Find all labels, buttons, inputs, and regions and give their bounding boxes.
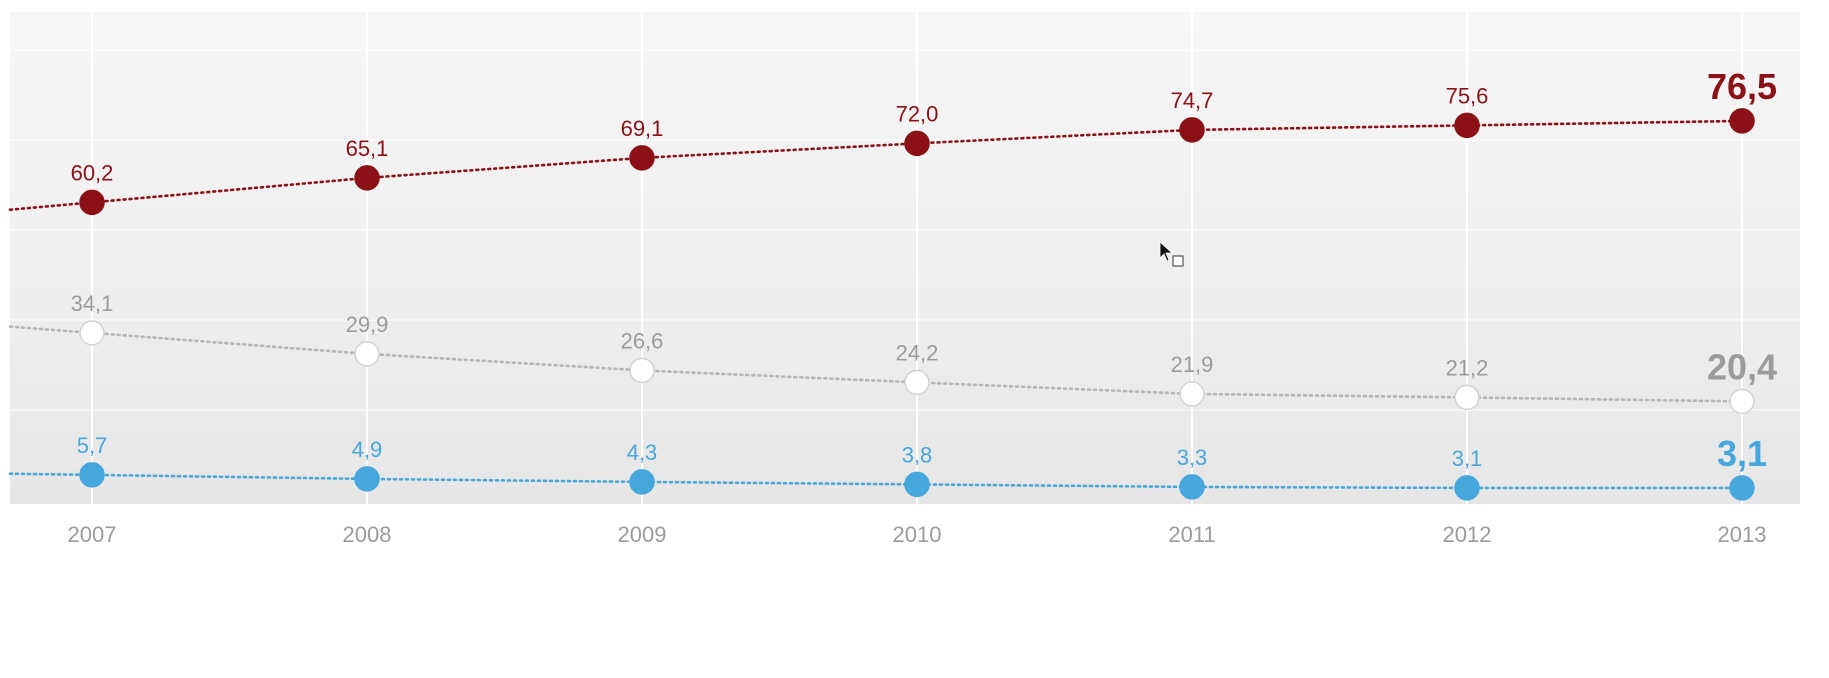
data-point-gray bbox=[1454, 384, 1480, 411]
series-lines bbox=[8, 119, 1744, 490]
data-label-gray: 26,6 bbox=[621, 328, 664, 353]
data-label-red: 69,1 bbox=[621, 116, 664, 141]
data-label-red: 72,0 bbox=[896, 101, 939, 126]
mouse-cursor-icon bbox=[1159, 241, 1184, 267]
data-label-blue: 4,9 bbox=[352, 437, 383, 462]
data-point-blue bbox=[1729, 475, 1755, 501]
plot-background bbox=[10, 12, 1800, 504]
x-tick-label: 2010 bbox=[893, 522, 942, 547]
data-label-gray: 21,9 bbox=[1171, 352, 1214, 377]
data-label-gray: 21,2 bbox=[1446, 355, 1489, 380]
data-label-red: 65,1 bbox=[346, 136, 389, 161]
data-point-red bbox=[1179, 117, 1205, 143]
x-tick-label: 2009 bbox=[618, 522, 667, 547]
x-tick-label: 2007 bbox=[68, 522, 117, 547]
data-point-blue bbox=[354, 466, 380, 492]
data-point-blue bbox=[904, 471, 930, 498]
series-line-blue bbox=[8, 472, 1744, 490]
grid bbox=[10, 12, 1800, 504]
data-labels: 60,2 65,1 69,1 72,0 74,7 75,6 76,5 34,1 29,9 26,6… bbox=[71, 66, 1777, 474]
data-point-red bbox=[79, 189, 105, 216]
data-point-red bbox=[354, 165, 380, 191]
data-label-blue: 5,7 bbox=[77, 433, 108, 458]
data-point-blue bbox=[1179, 474, 1205, 500]
x-tick-label: 2013 bbox=[1718, 522, 1767, 547]
data-point-blue bbox=[629, 469, 655, 495]
data-point-gray bbox=[1729, 388, 1755, 415]
x-tick-label: 2011 bbox=[1168, 522, 1215, 547]
data-point-red bbox=[1454, 112, 1480, 139]
data-label-blue: 3,1 bbox=[1452, 446, 1483, 471]
data-point-red bbox=[1729, 108, 1755, 134]
data-label-gray: 34,1 bbox=[71, 291, 114, 316]
data-point-blue bbox=[79, 462, 105, 488]
series-line-gray bbox=[8, 325, 1744, 403]
data-label-red: 60,2 bbox=[71, 160, 114, 185]
data-point-gray bbox=[904, 369, 930, 396]
data-label-blue: 4,3 bbox=[627, 440, 658, 465]
data-point-gray bbox=[629, 357, 655, 384]
data-point-gray bbox=[354, 341, 380, 367]
data-label-red: 74,7 bbox=[1171, 88, 1214, 113]
data-point-gray bbox=[1179, 381, 1205, 407]
x-tick-label: 2012 bbox=[1443, 522, 1492, 547]
data-label-blue: 3,1 bbox=[1717, 433, 1767, 474]
data-point-red bbox=[904, 130, 930, 157]
x-tick-label: 2008 bbox=[343, 522, 392, 547]
data-point-red bbox=[629, 145, 655, 171]
data-label-blue: 3,3 bbox=[1177, 445, 1208, 470]
data-label-red: 75,6 bbox=[1446, 83, 1489, 108]
data-point-gray bbox=[79, 320, 105, 346]
series-line-red bbox=[8, 119, 1744, 212]
data-label-gray: 20,4 bbox=[1707, 346, 1777, 387]
series-points bbox=[79, 108, 1755, 501]
data-label-blue: 3,8 bbox=[902, 442, 933, 467]
data-point-blue bbox=[1454, 475, 1480, 501]
data-label-gray: 24,2 bbox=[896, 340, 939, 365]
data-label-gray: 29,9 bbox=[346, 312, 389, 337]
x-axis-ticks: 2007 2008 2009 2010 2011 2012 2013 bbox=[68, 522, 1767, 547]
data-label-red: 76,5 bbox=[1707, 66, 1777, 107]
